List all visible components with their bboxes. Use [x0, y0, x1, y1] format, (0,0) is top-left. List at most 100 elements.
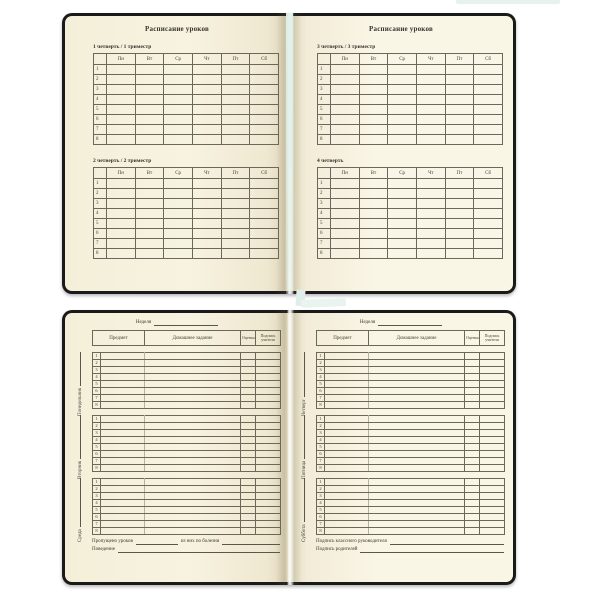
lesson-number: 2	[93, 74, 107, 85]
schedule-cell	[191, 84, 222, 95]
schedule-cell	[106, 218, 136, 229]
lesson-row: 6	[316, 450, 505, 458]
schedule-table-q3: Пн Вт Ср Чт Пт Сб 1 2 3 4 5 6 7 8	[317, 53, 503, 145]
blank-line	[135, 540, 178, 545]
col-teacher-signature: Подпись учителя	[255, 330, 281, 346]
schedule-cell	[191, 238, 222, 249]
signature-cell	[255, 422, 281, 430]
schedule-cell	[249, 124, 279, 135]
schedule-cell	[106, 64, 136, 75]
lesson-row: 2	[316, 485, 505, 493]
signature-cell	[479, 401, 505, 409]
homework-cell	[368, 429, 465, 437]
schedule-cell	[191, 94, 222, 105]
lesson-row: 8	[92, 527, 281, 535]
lesson-number: 8	[92, 527, 101, 535]
schedule-row: 6	[317, 228, 503, 239]
lesson-row: 3	[316, 429, 505, 437]
schedule-row: 7	[93, 238, 279, 249]
subject-cell	[324, 478, 369, 486]
signature-cell	[479, 387, 505, 395]
signature-cell	[479, 380, 505, 388]
schedule-cell	[163, 104, 193, 115]
day-header: Сб	[249, 53, 279, 65]
schedule-cell	[134, 64, 165, 75]
schedule-cell	[330, 84, 360, 95]
homework-cell	[144, 464, 241, 472]
schedule-cell	[163, 198, 193, 209]
lesson-row: 3	[316, 366, 505, 374]
lesson-number: 3	[316, 492, 325, 500]
lesson-number: 4	[316, 499, 325, 507]
lesson-number: 8	[92, 464, 101, 472]
grade-cell	[464, 457, 480, 465]
lesson-number: 1	[92, 415, 101, 423]
schedule-row: 3	[317, 84, 503, 95]
lesson-number: 1	[317, 64, 331, 75]
grade-cell	[240, 492, 256, 500]
schedule-cell	[415, 228, 446, 239]
lesson-number: 3	[92, 366, 101, 374]
schedule-cell	[387, 134, 417, 145]
grade-cell	[240, 457, 256, 465]
lesson-number: 5	[316, 380, 325, 388]
schedule-cell	[191, 178, 222, 189]
lesson-number: 6	[316, 450, 325, 458]
schedule-row: 1	[93, 64, 279, 75]
schedule-cell	[249, 238, 279, 249]
subject-cell	[100, 499, 145, 507]
day-header: Сб	[473, 167, 503, 179]
schedule-row: 8	[317, 248, 503, 259]
grade-cell	[240, 436, 256, 444]
day-name: Среда	[77, 529, 83, 542]
grade-cell	[240, 527, 256, 535]
grade-cell	[464, 478, 480, 486]
lesson-row: 1	[92, 478, 281, 486]
schedule-cell	[358, 208, 389, 219]
day-header: Чт	[415, 53, 446, 65]
homework-cell	[144, 450, 241, 458]
grade-cell	[464, 492, 480, 500]
grade-cell	[464, 499, 480, 507]
grade-cell	[240, 443, 256, 451]
schedule-row: 2	[93, 188, 279, 199]
schedule-cell	[473, 178, 503, 189]
grade-cell	[464, 380, 480, 388]
schedule-cell	[330, 218, 360, 229]
schedule-cell	[106, 104, 136, 115]
schedule-cell	[220, 124, 251, 135]
homework-cell	[144, 387, 241, 395]
grade-cell	[464, 359, 480, 367]
lesson-number: 8	[317, 134, 331, 145]
lesson-row: 7	[92, 457, 281, 465]
missed-lessons-label: Пропущено уроков	[92, 539, 133, 544]
lesson-row: 3	[92, 429, 281, 437]
subject-cell	[324, 415, 369, 423]
lesson-number: 8	[92, 401, 101, 409]
schedule-cell	[444, 238, 475, 249]
signature-cell	[479, 373, 505, 381]
signature-cell	[479, 429, 505, 437]
schedule-cell	[473, 218, 503, 229]
schedule-cell	[163, 124, 193, 135]
grade-cell	[240, 485, 256, 493]
schedule-cell	[249, 114, 279, 125]
schedule-cell	[134, 84, 165, 95]
day-date-line	[303, 478, 305, 523]
schedule-cell	[444, 114, 475, 125]
schedule-cell	[134, 218, 165, 229]
subject-cell	[324, 527, 369, 535]
subject-cell	[324, 366, 369, 374]
schedule-cell	[191, 218, 222, 229]
signature-cell	[479, 492, 505, 500]
lesson-row: 4	[316, 499, 505, 507]
schedule-cell	[163, 94, 193, 105]
grade-cell	[464, 527, 480, 535]
schedule-cell	[220, 74, 251, 85]
signature-cell	[479, 478, 505, 486]
schedule-cell	[387, 248, 417, 259]
schedule-cell	[191, 74, 222, 85]
lesson-row: 1	[316, 478, 505, 486]
day-header: Пт	[220, 167, 251, 179]
